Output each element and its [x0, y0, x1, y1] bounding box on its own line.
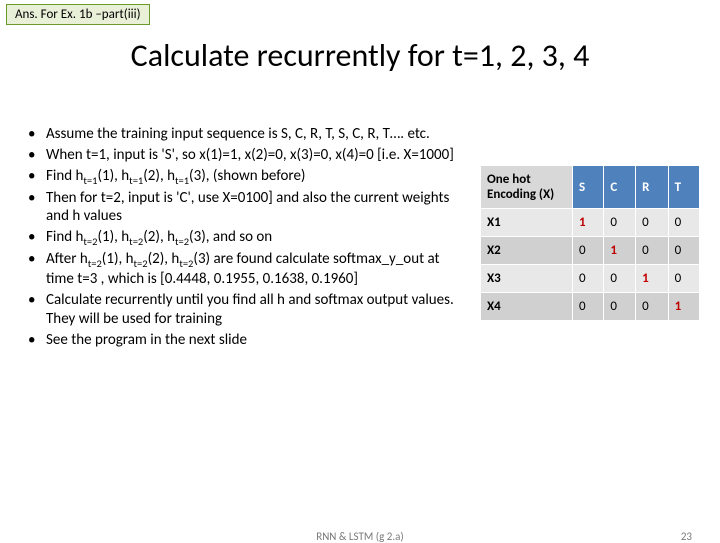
table-cell: 0 — [668, 209, 699, 237]
table-cell: 0 — [572, 265, 603, 293]
page-title: Calculate recurrently for t=1, 2, 3, 4 — [0, 36, 720, 75]
footer-page-number: 23 — [681, 530, 692, 543]
table-header-cell: C — [604, 166, 636, 209]
table-cell: 0 — [636, 209, 669, 237]
table-row: X30010 — [481, 265, 700, 293]
table-header-cell: S — [572, 166, 603, 209]
bullet-item: Calculate recurrently until you find all… — [24, 291, 464, 329]
bullet-item: Find ht=2(1), ht=2(2), ht=2(3), and so o… — [24, 228, 464, 248]
answer-tag: Ans. For Ex. 1b –part(iii) — [6, 4, 150, 25]
table-cell: 0 — [604, 209, 636, 237]
table-cell: 1 — [604, 237, 636, 265]
table-header-cell: T — [668, 166, 699, 209]
table-cell: 0 — [604, 265, 636, 293]
bullet-item: Find ht=1(1), ht=1(2), ht=1(3), (shown b… — [24, 167, 464, 187]
table-cell: X2 — [481, 237, 573, 265]
table-cell: 0 — [604, 293, 636, 321]
table-row: X40001 — [481, 293, 700, 321]
table-cell: 1 — [572, 209, 603, 237]
bullet-item: When t=1, input is 'S', so x(1)=1, x(2)=… — [24, 146, 464, 165]
bullet-item: After ht=2(1), ht=2(2), ht=2(3) are foun… — [24, 250, 464, 289]
table-cell: 1 — [636, 265, 669, 293]
table-cell: 0 — [636, 293, 669, 321]
encoding-table: One hot Encoding (X)SCRT X11000X20100X30… — [480, 165, 700, 321]
table-header-cell: One hot Encoding (X) — [481, 166, 573, 209]
footer-center: RNN & LSTM (g 2.a) — [316, 530, 404, 543]
table-cell: X4 — [481, 293, 573, 321]
table-header-cell: R — [636, 166, 669, 209]
table-row: X20100 — [481, 237, 700, 265]
bullet-item: Assume the training input sequence is S,… — [24, 125, 464, 144]
table-cell: 0 — [668, 237, 699, 265]
table-cell: X1 — [481, 209, 573, 237]
encoding-table-wrap: One hot Encoding (X)SCRT X11000X20100X30… — [480, 165, 700, 321]
table-cell: 1 — [668, 293, 699, 321]
table-cell: 0 — [636, 237, 669, 265]
bullet-item: See the program in the next slide — [24, 331, 464, 350]
table-cell: 0 — [668, 265, 699, 293]
bullet-list: Assume the training input sequence is S,… — [24, 125, 464, 351]
table-cell: X3 — [481, 265, 573, 293]
table-cell: 0 — [572, 293, 603, 321]
table-cell: 0 — [572, 237, 603, 265]
table-row: X11000 — [481, 209, 700, 237]
bullet-item: Then for t=2, input is 'C', use X=0100] … — [24, 189, 464, 227]
